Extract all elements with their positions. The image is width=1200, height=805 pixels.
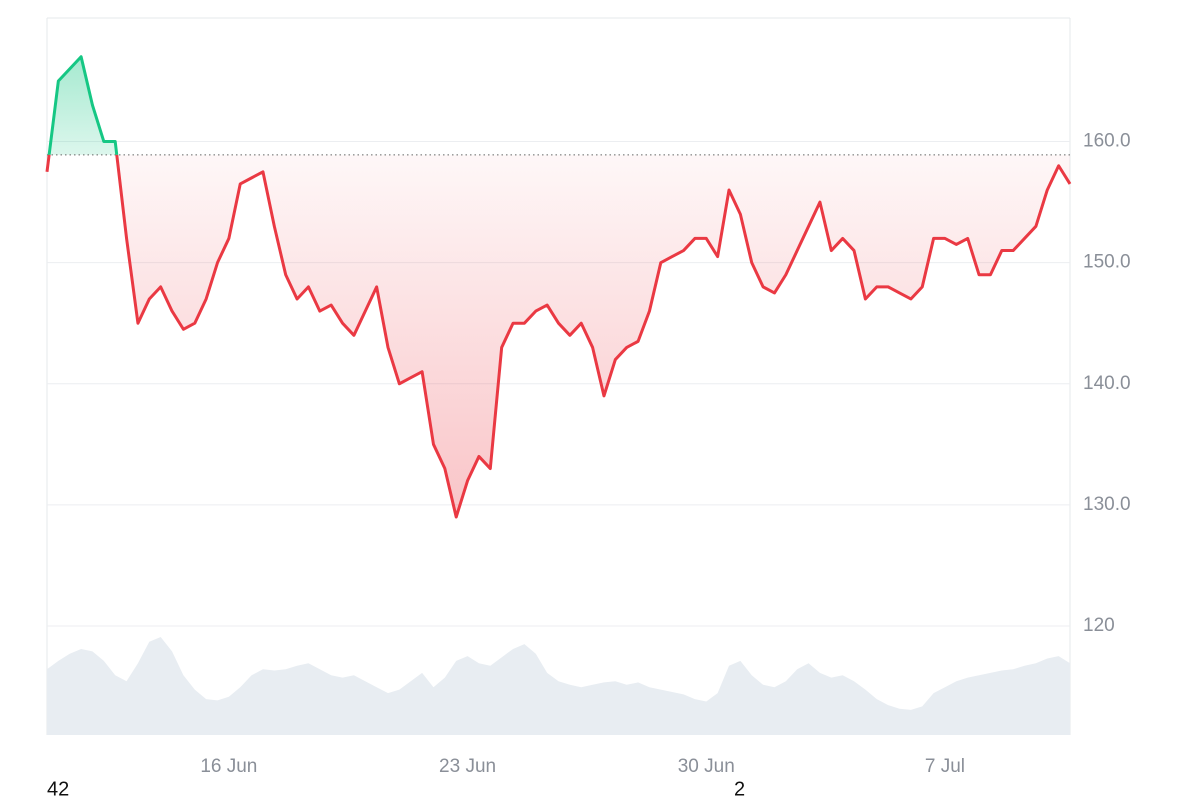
y-tick-label: 120 [1083, 615, 1115, 636]
y-tick-label: 130.0 [1083, 494, 1131, 515]
y-tick-label: 160.0 [1083, 131, 1131, 152]
footer-label: 2 [734, 778, 745, 800]
x-tick-label: 30 Jun [678, 756, 735, 777]
y-tick-label: 150.0 [1083, 252, 1131, 273]
footer-label: 42 [47, 778, 69, 800]
x-tick-label: 16 Jun [200, 756, 257, 777]
volume-area [47, 637, 1070, 735]
area-below [47, 154, 1070, 517]
y-tick-label: 140.0 [1083, 373, 1131, 394]
x-tick-label: 23 Jun [439, 756, 496, 777]
x-tick-label: 7 Jul [925, 756, 965, 777]
price-line-below [45, 154, 1072, 519]
